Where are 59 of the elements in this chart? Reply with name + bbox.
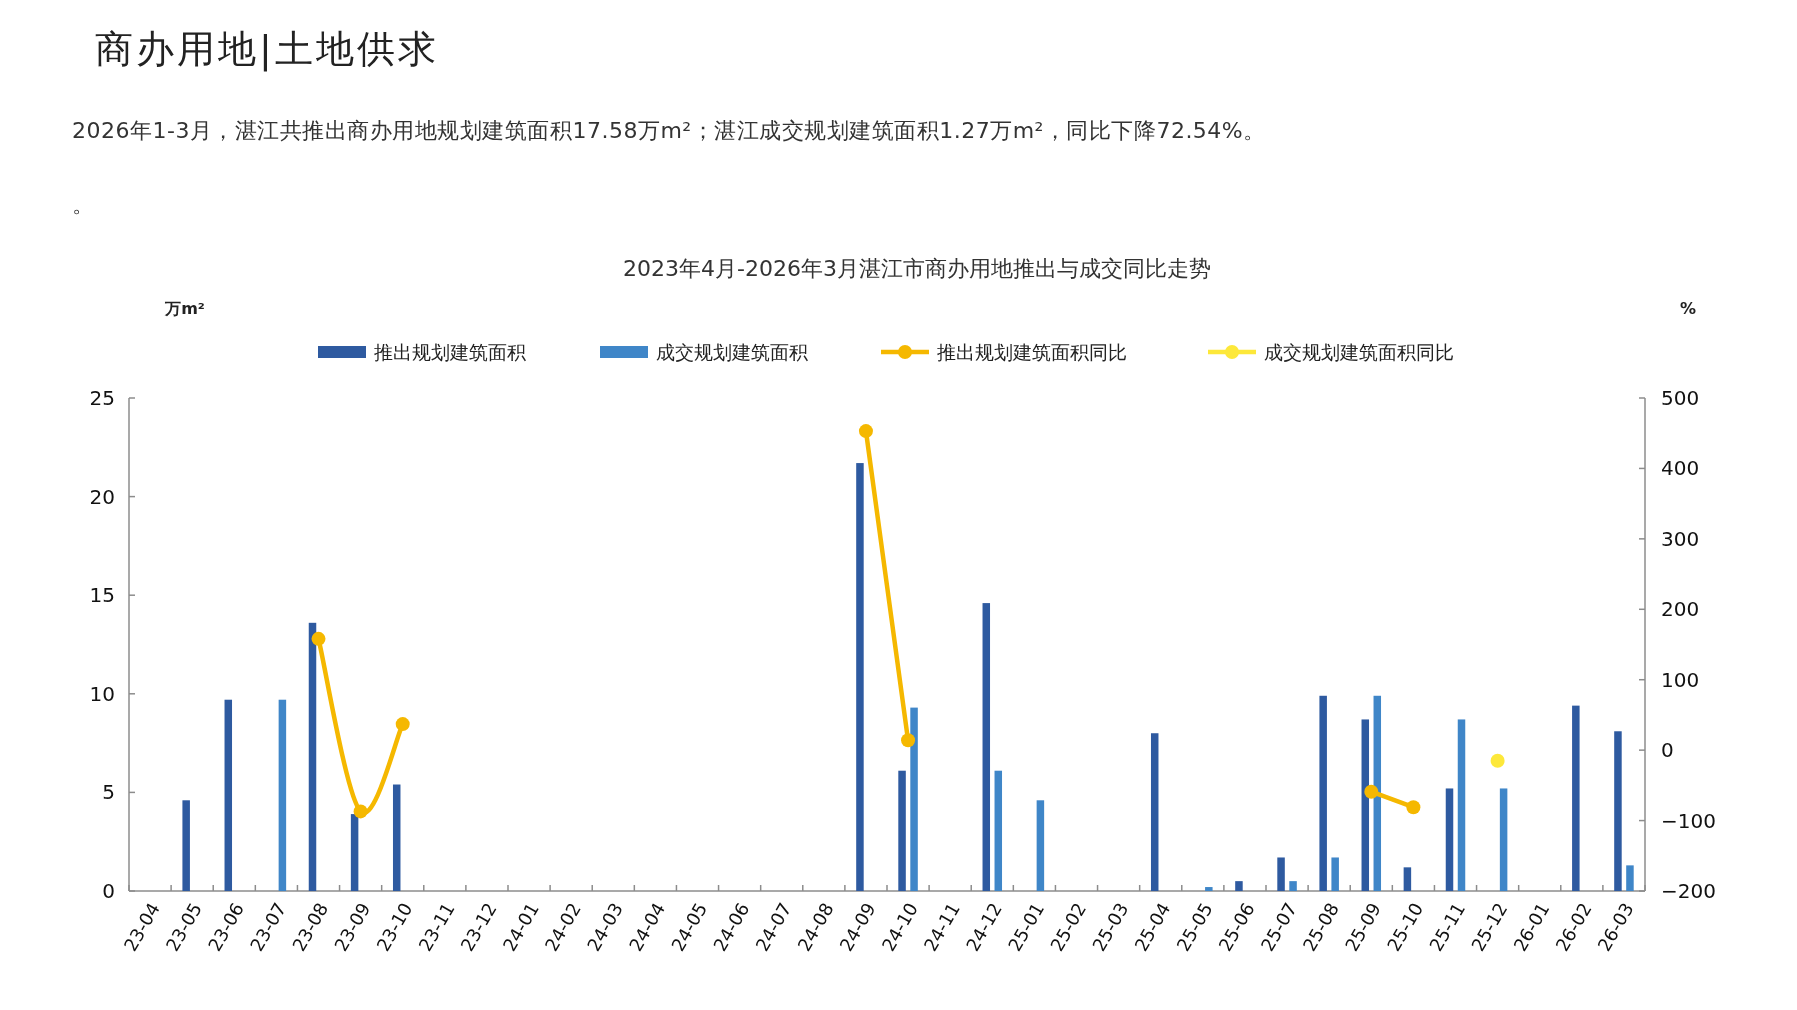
y2-tick-label: −100 — [1661, 808, 1716, 833]
bar — [1277, 857, 1285, 891]
y2-tick-label: 200 — [1661, 597, 1700, 622]
bar — [1499, 788, 1508, 891]
text: 。 — [72, 192, 95, 217]
bar — [1626, 865, 1634, 891]
bar — [910, 707, 918, 891]
bar — [1331, 857, 1339, 891]
bar — [1205, 887, 1213, 891]
bar — [1361, 719, 1370, 891]
y2-tick-label: 400 — [1661, 456, 1700, 481]
point — [901, 733, 916, 748]
bar — [1319, 695, 1327, 891]
bar — [1235, 881, 1243, 891]
bar — [1150, 733, 1159, 891]
bar — [1445, 788, 1454, 891]
point — [1364, 784, 1379, 799]
bar — [1036, 800, 1045, 891]
y2-tick-label: 0 — [1661, 738, 1674, 763]
y-tick-label: 10 — [89, 681, 115, 706]
point — [311, 631, 326, 646]
bar — [994, 770, 1003, 891]
bar — [1614, 731, 1622, 891]
legend-label: 推出规划建筑面积 — [374, 341, 526, 363]
y2-tick-label: 300 — [1661, 526, 1700, 551]
legend-label: 推出规划建筑面积同比 — [937, 341, 1127, 363]
y2-axis-title: % — [1679, 299, 1697, 318]
bar — [1289, 881, 1297, 891]
bar — [1403, 867, 1412, 891]
legend-label: 成交规划建筑面积同比 — [1264, 341, 1454, 363]
y2-tick-label: 100 — [1661, 667, 1700, 692]
point — [395, 717, 410, 732]
y-tick-label: 15 — [89, 583, 115, 608]
bar — [1572, 705, 1580, 891]
bar — [1457, 719, 1466, 891]
point — [1406, 800, 1421, 815]
bar — [350, 814, 359, 891]
chart-title: 2023年4月-2026年3月湛江市商办用地推出与成交同比走势 — [623, 256, 1211, 281]
y2-tick-label: −200 — [1661, 879, 1716, 903]
point — [858, 424, 873, 439]
bar — [308, 622, 317, 891]
bar — [898, 770, 906, 891]
text: 2026年1-3月，湛江共推出商办用地规划建筑面积17.58万m²；湛江成交规划建筑面积1.27万m²，同比下降72.54%。 — [72, 118, 1266, 143]
text: 商办用地|土地供求 — [95, 27, 439, 72]
legend-label: 成交规划建筑面积 — [656, 341, 808, 363]
bar — [224, 699, 233, 891]
bar — [1373, 695, 1382, 891]
y-axis-title: 万m² — [164, 299, 205, 318]
bar — [856, 463, 864, 891]
y-tick-label: 5 — [102, 780, 115, 805]
y-tick-label: 20 — [89, 484, 115, 509]
y-tick-label: 0 — [102, 879, 115, 903]
bar — [982, 603, 991, 891]
bar — [182, 800, 190, 891]
y2-tick-label: 500 — [1661, 386, 1700, 410]
bar — [278, 699, 287, 891]
bar — [392, 784, 401, 891]
y-tick-label: 25 — [89, 386, 115, 410]
point — [353, 804, 368, 819]
